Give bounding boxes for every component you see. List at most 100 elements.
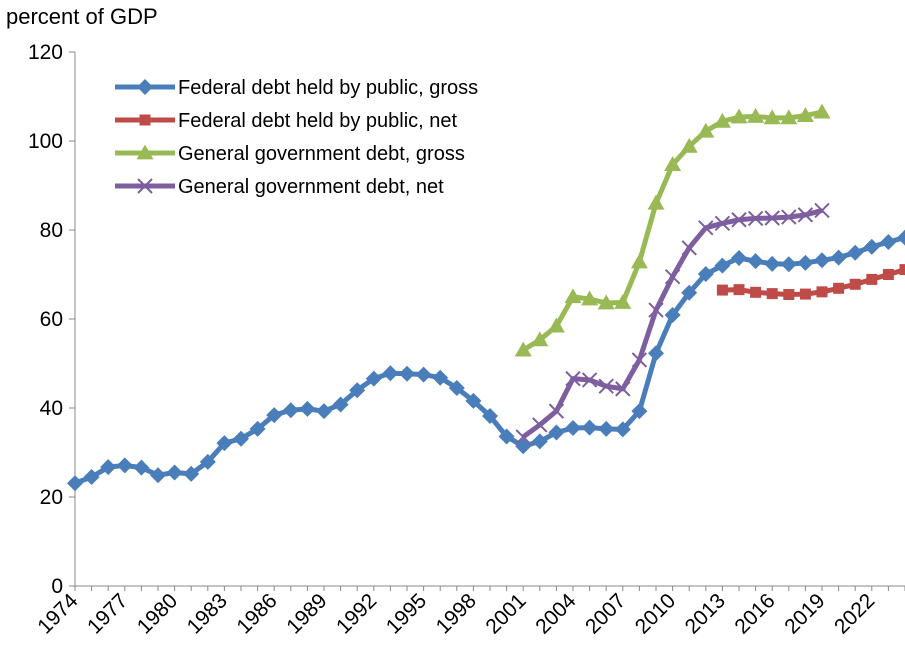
x-tick-label: 2022 — [830, 589, 879, 638]
data-point — [216, 435, 233, 452]
data-point — [150, 467, 166, 484]
legend-label: Federal debt held by public, net — [178, 110, 458, 132]
x-tick-label: 1995 — [382, 589, 431, 638]
data-point — [199, 453, 216, 470]
y-tick-label: 0 — [51, 575, 63, 598]
data-point — [482, 408, 498, 425]
data-point — [415, 366, 432, 383]
data-point — [664, 269, 681, 285]
data-point — [614, 294, 632, 309]
data-point — [733, 284, 745, 296]
data-point — [681, 240, 697, 256]
data-point — [747, 253, 764, 270]
x-tick-label: 2007 — [581, 589, 630, 638]
data-point — [747, 108, 765, 123]
legend-item-1: Federal debt held by public, gross — [115, 77, 478, 99]
x-tick-label: 2010 — [631, 589, 680, 638]
data-point — [316, 403, 332, 420]
data-point — [581, 372, 598, 388]
data-point — [780, 256, 797, 273]
legend-item-3: General government debt, gross — [115, 143, 465, 165]
data-point — [531, 331, 549, 347]
data-point — [349, 382, 366, 399]
data-point — [532, 417, 548, 433]
legend-marker — [137, 178, 153, 194]
data-point — [581, 419, 598, 436]
data-point — [597, 294, 615, 310]
data-point — [565, 420, 581, 437]
data-point — [365, 370, 382, 387]
data-point — [716, 284, 728, 296]
x-tick-label: 2019 — [780, 589, 829, 638]
data-point — [816, 286, 828, 298]
data-point — [899, 264, 905, 276]
data-point — [797, 254, 814, 271]
y-tick-label: 100 — [28, 130, 63, 153]
data-point — [830, 249, 847, 266]
data-point — [382, 365, 399, 382]
data-point — [713, 112, 731, 128]
data-point — [750, 286, 762, 298]
data-point — [697, 122, 715, 138]
data-point — [814, 252, 830, 269]
data-point — [897, 229, 905, 246]
series-3 — [514, 103, 831, 357]
x-axis-ticks: 1974 1977 1980 1983 1986 1989 1992 1995 1998 2001… — [33, 586, 905, 639]
data-point — [714, 215, 731, 232]
data-point — [615, 381, 631, 397]
legend-item-4: General government debt, net — [115, 176, 444, 198]
y-tick-label: 20 — [40, 486, 63, 509]
series-line — [722, 267, 905, 297]
data-point — [833, 282, 845, 294]
legend-label: Federal debt held by public, gross — [178, 77, 478, 99]
data-point — [498, 428, 515, 445]
data-point — [783, 289, 795, 301]
data-point — [266, 407, 283, 424]
data-point — [282, 402, 299, 419]
y-tick-label: 60 — [40, 308, 63, 331]
data-point — [299, 400, 316, 417]
data-point — [763, 109, 781, 125]
data-point — [863, 238, 880, 255]
data-point — [814, 202, 830, 219]
data-point — [747, 210, 764, 227]
x-tick-label: 2016 — [730, 589, 779, 638]
series-line — [74, 235, 905, 486]
data-point — [116, 457, 133, 474]
data-point — [866, 273, 878, 285]
data-point — [631, 403, 648, 420]
x-tick-label: 2013 — [681, 589, 730, 638]
y-tick-label: 80 — [40, 219, 63, 242]
series-1 — [67, 229, 905, 492]
data-point — [731, 212, 747, 228]
data-point — [133, 459, 150, 476]
legend-marker — [136, 144, 154, 160]
data-point — [565, 370, 581, 387]
data-point — [514, 341, 532, 357]
data-point — [614, 421, 631, 438]
data-point — [630, 253, 648, 269]
data-point — [598, 378, 614, 394]
series-2 — [716, 264, 905, 301]
data-point — [664, 156, 682, 171]
data-point — [448, 379, 465, 396]
data-point — [764, 255, 781, 272]
data-point — [83, 468, 100, 485]
y-tick-label: 40 — [40, 397, 63, 420]
data-point — [766, 288, 778, 300]
data-point — [664, 306, 681, 323]
legend-item-2: Federal debt held by public, net — [115, 110, 458, 132]
legend-label: General government debt, gross — [178, 143, 465, 165]
data-point — [648, 345, 664, 362]
data-point — [714, 257, 731, 274]
legend-marker — [137, 79, 153, 95]
data-point — [67, 475, 83, 492]
x-tick-label: 1977 — [83, 589, 132, 638]
data-point — [799, 288, 811, 300]
x-tick-label: 2004 — [531, 589, 581, 639]
data-point — [631, 352, 648, 368]
data-point — [166, 464, 183, 481]
data-point — [797, 207, 814, 223]
data-point — [547, 317, 565, 333]
